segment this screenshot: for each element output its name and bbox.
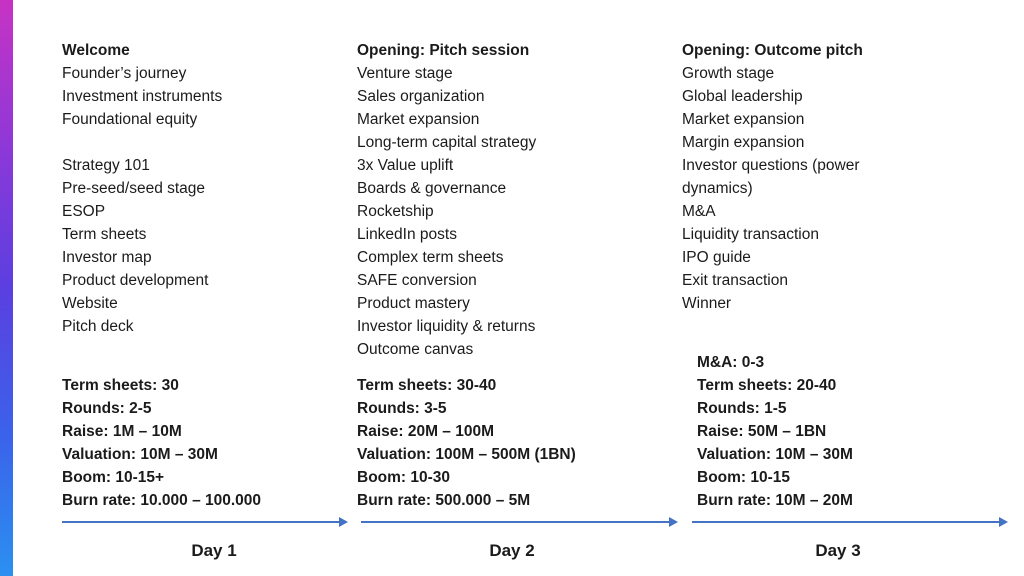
arrow-head-icon: [999, 517, 1008, 527]
stat-line: Term sheets: 20-40: [697, 377, 837, 394]
topic-list: Growth stage Global leadership Market expa…: [682, 62, 907, 315]
stat-line: Burn rate: 500.000 – 5M: [357, 492, 531, 509]
topic-line: Venture stage: [357, 65, 453, 82]
topic-line: Website: [62, 295, 118, 312]
stats-block-day3: M&A: 0-3 Term sheets: 20-40 Rounds: 1-5 Rai…: [697, 351, 997, 512]
stat-line: Term sheets: 30: [62, 377, 179, 394]
stat-line: Rounds: 1-5: [697, 400, 787, 417]
stat-line: Boom: 10-15: [697, 469, 791, 486]
stat-line: Rounds: 2-5: [62, 400, 152, 417]
topic-list: Founder’s journey Investment instruments F…: [62, 62, 352, 338]
column-day3-topics: Opening: Outcome pitch Growth stage Globa…: [682, 39, 907, 315]
topic-line: M&A: [682, 203, 716, 220]
topic-line: Winner: [682, 295, 732, 312]
stat-line: Burn rate: 10M – 20M: [697, 492, 853, 509]
topic-line: Investor liquidity & returns: [357, 318, 536, 335]
topic-line: Founder’s journey: [62, 65, 187, 82]
topic-line: SAFE conversion: [357, 272, 477, 289]
topic-line: Long-term capital strategy: [357, 134, 537, 151]
timeline-arrow-day1: [62, 517, 348, 527]
topic-line: Global leadership: [682, 88, 803, 105]
day-label-2: Day 2: [489, 541, 535, 560]
gradient-accent-bar: [0, 0, 13, 576]
topic-line: Outcome canvas: [357, 341, 474, 358]
stat-line: Boom: 10-30: [357, 469, 451, 486]
topic-line: Product mastery: [357, 295, 470, 312]
topic-line: [62, 131, 352, 154]
topic-line: Liquidity transaction: [682, 226, 819, 243]
topic-list: Venture stage Sales organization Market ex…: [357, 62, 669, 361]
topic-line: Pitch deck: [62, 318, 134, 335]
topic-line: ESOP: [62, 203, 106, 220]
topic-line: Pre-seed/seed stage: [62, 180, 206, 197]
topic-line: LinkedIn posts: [357, 226, 457, 243]
topic-line: Margin expansion: [682, 134, 805, 151]
stat-line: Raise: 20M – 100M: [357, 423, 494, 440]
arrow-head-icon: [669, 517, 678, 527]
day-label-1: Day 1: [191, 541, 237, 560]
stat-line: M&A: 0-3: [697, 354, 765, 371]
day-label-3: Day 3: [815, 541, 861, 560]
timeline-arrow-day3: [692, 517, 1008, 527]
topic-line: Investor map: [62, 249, 152, 266]
timeline-arrow-day2: [361, 517, 678, 527]
stat-line: Rounds: 3-5: [357, 400, 447, 417]
stat-line: Term sheets: 30-40: [357, 377, 497, 394]
topic-line: Market expansion: [357, 111, 480, 128]
column-heading: Welcome: [62, 42, 130, 59]
column-heading: Opening: Outcome pitch: [682, 42, 863, 59]
topic-line: Growth stage: [682, 65, 775, 82]
stats-block-day2: Term sheets: 30-40 Rounds: 3-5 Raise: 20M …: [357, 374, 669, 512]
topic-line: Term sheets: [62, 226, 147, 243]
topic-line: IPO guide: [682, 249, 751, 266]
topic-line: Foundational equity: [62, 111, 198, 128]
topic-line: Exit transaction: [682, 272, 788, 289]
topic-line: Complex term sheets: [357, 249, 504, 266]
column-day1-topics: Welcome Founder’s journey Investment inst…: [62, 39, 352, 338]
topic-line: Market expansion: [682, 111, 805, 128]
topic-line: Investment instruments: [62, 88, 223, 105]
stat-line: Valuation: 10M – 30M: [62, 446, 218, 463]
topic-line: Rocketship: [357, 203, 434, 220]
stat-line: Raise: 50M – 1BN: [697, 423, 827, 440]
stat-line: Valuation: 10M – 30M: [697, 446, 853, 463]
topic-line: Investor questions (power dynamics): [682, 157, 860, 197]
arrow-head-icon: [339, 517, 348, 527]
stat-line: Valuation: 100M – 500M (1BN): [357, 446, 576, 463]
topic-line: Product development: [62, 272, 209, 289]
stat-line: Raise: 1M – 10M: [62, 423, 182, 440]
stat-line: Boom: 10-15+: [62, 469, 165, 486]
topic-line: Sales organization: [357, 88, 485, 105]
stat-line: Burn rate: 10.000 – 100.000: [62, 492, 262, 509]
topic-line: Strategy 101: [62, 157, 150, 174]
topic-line: Boards & governance: [357, 180, 507, 197]
column-heading: Opening: Pitch session: [357, 42, 530, 59]
stats-block-day1: Term sheets: 30 Rounds: 2-5 Raise: 1M – 10…: [62, 374, 352, 512]
topic-line: 3x Value uplift: [357, 157, 454, 174]
column-day2-topics: Opening: Pitch session Venture stage Sale…: [357, 39, 669, 361]
